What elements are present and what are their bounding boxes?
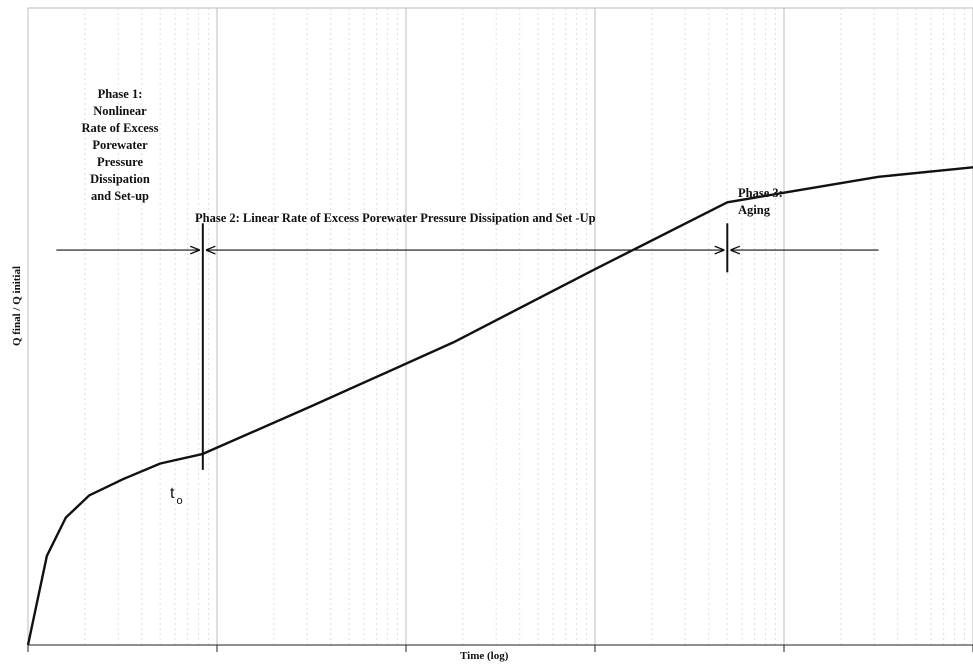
t0-label-main: t [170, 485, 175, 502]
phase2-annotation: Phase 2: Linear Rate of Excess Porewater… [195, 211, 596, 225]
phase3-annotation: Phase 3: Aging [738, 186, 783, 217]
x-axis-label: Time (log) [460, 650, 509, 662]
y-axis-label: Q final / Q initial [11, 265, 23, 347]
t0-label-sub: o [176, 495, 183, 507]
phase1-annotation: Phase 1: Nonlinear Rate of Excess Porewa… [81, 87, 159, 203]
data-curve [26, 166, 973, 646]
